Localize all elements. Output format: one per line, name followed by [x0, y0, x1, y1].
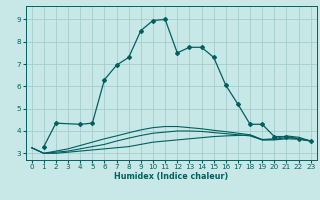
- X-axis label: Humidex (Indice chaleur): Humidex (Indice chaleur): [114, 172, 228, 181]
